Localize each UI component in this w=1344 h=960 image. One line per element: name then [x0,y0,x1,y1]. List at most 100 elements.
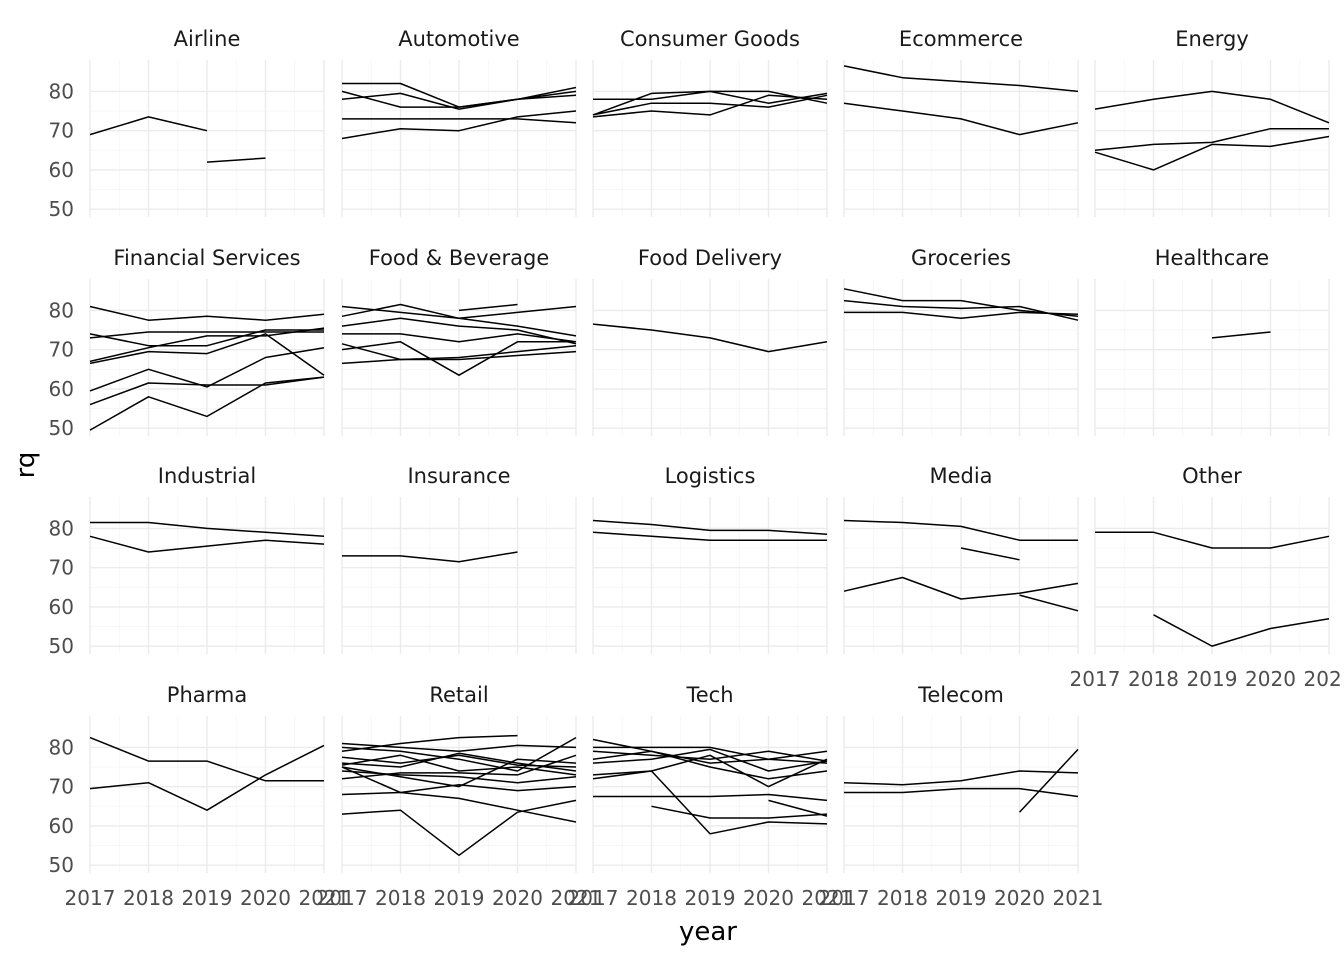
facet-title: Food Delivery [638,246,782,270]
y-tick-label: 70 [49,556,74,580]
series-line [89,376,325,406]
series-line [341,799,577,857]
facet-panel: Food & Beverage [341,246,577,436]
facet-panel: Retail 2017 2018 2019 2020 2021 [317,683,602,910]
series-line [341,341,576,376]
y-tick-label: 80 [49,735,74,759]
facet-panel: Media [843,464,1079,654]
facet-title: Automotive [398,27,519,51]
facet-title: Consumer Goods [620,27,800,51]
x-tick-label: 2021 [1053,886,1104,910]
series-line [89,116,208,136]
series-line [341,90,577,110]
x-tick-label: 2019 [685,886,736,910]
facet-panel: Pharma 50 60 70 80 2017 2018 2019 2020 2021 [49,683,350,910]
facet-panels: Airline 50 60 70 80 Automotive Consumer Goods E… [49,27,1344,910]
x-tick-label: 2020 [1245,667,1296,691]
facet-panel: Groceries [843,246,1079,436]
facet-panel: Industrial 50 60 70 80 [49,464,325,658]
series-line [341,350,577,365]
series-line [1094,127,1329,152]
series-line [342,118,577,124]
series-line [592,323,828,353]
y-axis-title: rq [11,452,41,479]
series-line [89,329,324,347]
facet-panel: Logistics [592,464,828,654]
series-line [843,299,1079,321]
x-tick-label: 2017 [1070,667,1121,691]
series-line [1094,90,1330,124]
series-line [342,551,518,563]
facet-panel: Tech 2017 2018 2019 2020 2021 [568,683,853,910]
facet-panel: Ecommerce [843,27,1079,217]
x-tick-label: 2020 [994,886,1045,910]
facet-title: Airline [174,27,241,51]
series-line [960,547,1020,561]
facet-title: Other [1182,464,1242,488]
y-tick-label: 60 [49,814,74,838]
facet-title: Telecom [917,683,1004,707]
series-line [341,754,577,776]
series-line [1019,594,1079,612]
series-line [1211,331,1271,339]
x-tick-label: 2021 [299,886,350,910]
y-tick-label: 80 [49,79,74,103]
facet-panel: Automotive [341,27,577,217]
series-line [843,576,1079,600]
facet-title: Insurance [407,464,510,488]
facet-panel: Insurance [341,464,577,654]
series-line [341,303,577,337]
series-line [843,519,1078,541]
series-line [89,736,324,782]
x-tick-label: 2017 [568,886,619,910]
facet-panel: Food Delivery [592,246,828,436]
y-tick-label: 60 [49,377,74,401]
facet-title: Logistics [665,464,756,488]
series-line [592,94,828,116]
x-tick-label: 2019 [1187,667,1238,691]
facet-title: Healthcare [1155,246,1269,270]
series-line [592,754,828,788]
facet-panel: Telecom 2017 2018 2019 2020 2021 [819,683,1104,910]
series-line [89,744,325,811]
series-line [843,102,1079,136]
x-tick-label: 2020 [240,886,291,910]
y-tick-label: 60 [49,595,74,619]
y-tick-label: 60 [49,158,74,182]
series-line [592,770,828,835]
series-line [341,110,577,140]
series-line [89,305,325,321]
series-line [1153,614,1330,647]
series-line [341,317,577,345]
series-line [1018,748,1079,813]
y-tick-label: 70 [49,338,74,362]
series-line [341,770,577,784]
facet-title: Retail [429,683,488,707]
series-line [1094,135,1330,171]
x-tick-label: 2019 [936,886,987,910]
series-line [89,376,325,431]
series-line [593,746,828,760]
x-tick-label: 2017 [317,886,368,910]
facet-panel: Financial Services 50 60 70 80 [49,246,325,440]
y-tick-label: 50 [49,853,74,877]
series-line [90,521,325,538]
y-tick-label: 70 [49,119,74,143]
x-tick-label: 2018 [375,886,426,910]
facet-title: Energy [1175,27,1249,51]
x-axis-title: year [679,917,737,947]
facet-panel: Other 2017 2018 2019 2020 2021 [1070,464,1344,691]
series-line [592,750,828,780]
x-tick-label: 2018 [877,886,928,910]
facet-panel: Healthcare [1094,246,1330,436]
series-line [844,311,1079,320]
series-line [768,799,828,817]
facet-title: Groceries [911,246,1011,270]
series-line [89,346,325,392]
series-line [206,157,266,163]
x-tick-label: 2020 [492,886,543,910]
series-line [341,86,577,108]
y-tick-label: 50 [49,634,74,658]
y-tick-label: 70 [49,775,74,799]
